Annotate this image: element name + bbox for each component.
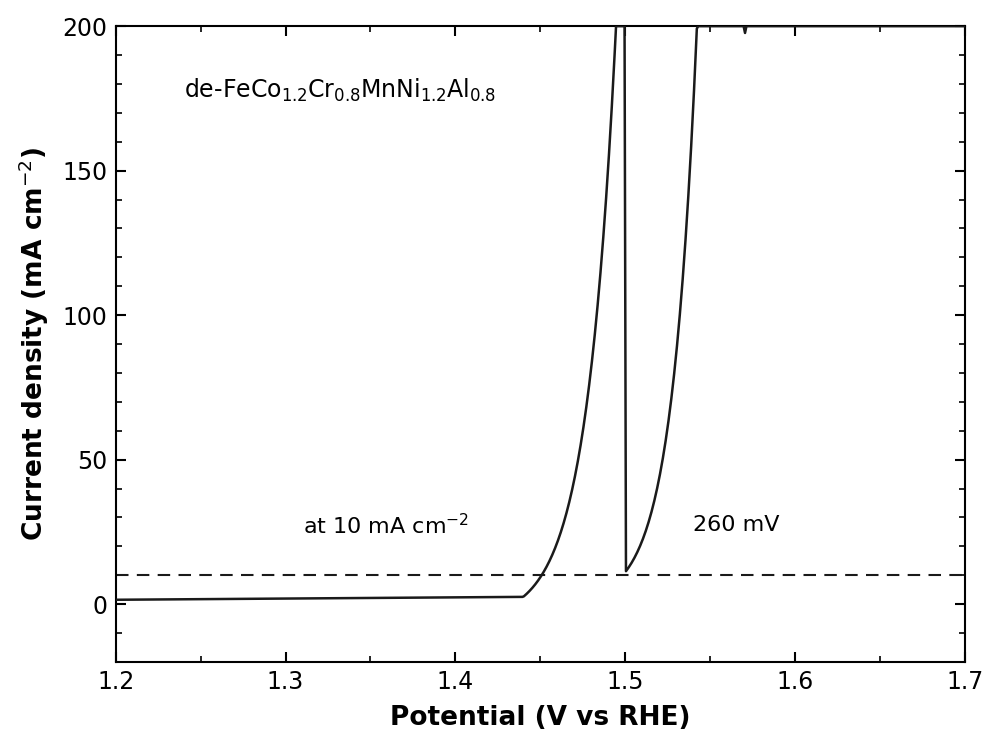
Text: 260 mV: 260 mV [693,515,780,536]
Y-axis label: Current density (mA cm$^{-2}$): Current density (mA cm$^{-2}$) [17,147,51,541]
X-axis label: Potential (V vs RHE): Potential (V vs RHE) [390,705,690,732]
Text: at 10 mA cm$^{-2}$: at 10 mA cm$^{-2}$ [303,512,469,538]
Text: de-FeCo$_{1.2}$Cr$_{0.8}$MnNi$_{1.2}$Al$_{0.8}$: de-FeCo$_{1.2}$Cr$_{0.8}$MnNi$_{1.2}$Al$… [184,77,496,104]
